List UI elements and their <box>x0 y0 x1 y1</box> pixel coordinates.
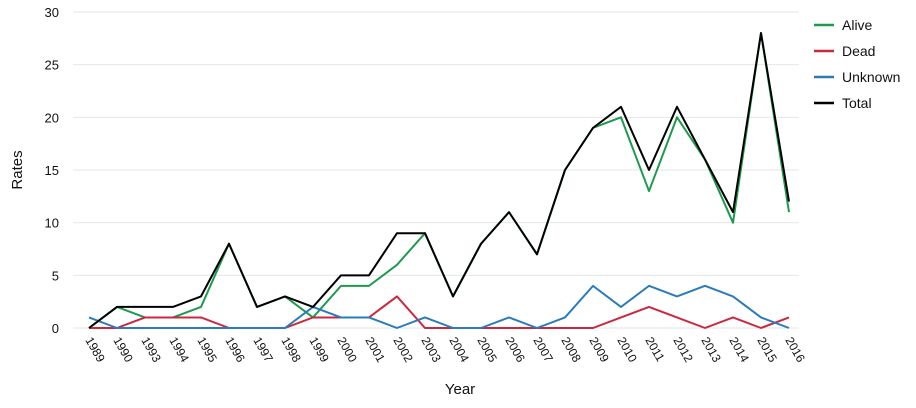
x-tick-label: 2012 <box>670 335 696 365</box>
x-tick-label: 1998 <box>278 335 304 365</box>
y-tick-label: 15 <box>45 163 59 178</box>
x-tick-label: 2013 <box>698 335 724 365</box>
x-tick-label: 2009 <box>586 335 612 365</box>
y-tick-label: 20 <box>45 110 59 125</box>
x-tick-label: 2002 <box>390 335 416 365</box>
line-series <box>88 32 790 329</box>
legend-label: Unknown <box>842 69 900 85</box>
x-tick-label: 2008 <box>558 335 584 365</box>
x-tick-label: 2005 <box>474 335 500 365</box>
line-series <box>88 32 790 329</box>
x-tick-label: 1995 <box>194 335 220 365</box>
y-tick-label: 0 <box>52 321 59 336</box>
x-tick-label: 2016 <box>782 335 808 365</box>
legend-label: Dead <box>842 43 875 59</box>
x-tick-label: 1990 <box>110 335 136 365</box>
x-tick-label: 1999 <box>306 335 332 365</box>
line-series <box>89 295 790 329</box>
line-series <box>88 284 790 329</box>
y-axis-label: Rates <box>9 150 26 189</box>
x-tick-label: 2003 <box>418 335 444 365</box>
x-tick-label: 2004 <box>446 335 472 365</box>
x-tick-label: 2007 <box>530 335 556 365</box>
x-axis-label: Year <box>445 381 475 398</box>
x-tick-label: 2010 <box>614 335 640 365</box>
x-tick-label: 1994 <box>166 335 192 365</box>
x-tick-label: 2000 <box>334 335 360 365</box>
x-tick-label: 2011 <box>642 335 667 365</box>
y-tick-label: 5 <box>52 268 59 283</box>
y-tick-label: 25 <box>45 58 59 73</box>
x-tick-label: 1993 <box>138 335 164 365</box>
y-tick-label: 30 <box>45 5 59 20</box>
x-tick-label: 1997 <box>250 335 276 365</box>
x-tick-label: 2014 <box>726 335 752 365</box>
x-tick-label: 2001 <box>362 335 388 365</box>
x-tick-label: 1996 <box>222 335 248 365</box>
y-tick-label: 10 <box>45 216 59 231</box>
legend-label: Total <box>842 95 872 111</box>
legend-label: Alive <box>842 17 873 33</box>
x-tick-label: 1989 <box>82 335 108 365</box>
x-tick-label: 2015 <box>754 335 780 365</box>
x-tick-label: 2006 <box>502 335 528 365</box>
